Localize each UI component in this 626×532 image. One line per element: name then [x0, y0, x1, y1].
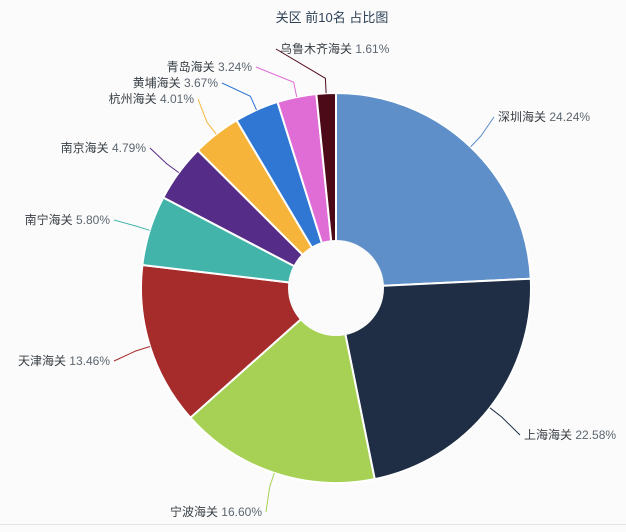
label-line-qingdao: [255, 66, 298, 98]
label-line-nanning: [113, 219, 150, 231]
panel-bottom-border: [0, 524, 626, 525]
slice-label-hangzhou: 杭州海关 4.01%: [109, 91, 195, 106]
slice-label-huangpu: 黄埔海关 3.67%: [133, 75, 219, 90]
label-line-ningbo: [265, 472, 275, 513]
slice-label-ningbo: 宁波海关 16.60%: [170, 504, 262, 519]
label-line-nanjing: [149, 147, 180, 174]
label-line-tianjin: [113, 346, 151, 362]
chart-title: 关区 前10名 占比图: [275, 10, 389, 25]
donut-hole: [288, 240, 384, 336]
label-line-shenzhen: [470, 116, 495, 148]
slice-label-shanghai: 上海海关 22.58%: [524, 427, 616, 442]
label-line-shanghai: [489, 407, 521, 436]
slice-label-tianjin: 天津海关 13.46%: [18, 353, 110, 368]
pie-slice-urumqi[interactable]: [315, 92, 337, 289]
label-line-huangpu: [221, 82, 257, 111]
pie-slice-shanghai[interactable]: [335, 277, 532, 481]
pie-slice-ningbo[interactable]: [189, 287, 376, 484]
slice-label-nanning: 南宁海关 5.80%: [25, 212, 111, 227]
pie-slice-tianjin[interactable]: [140, 264, 337, 419]
slice-label-shenzhen: 深圳海关 24.24%: [498, 109, 590, 124]
label-line-hangzhou: [197, 98, 217, 135]
slice-label-qingdao: 青岛海关 3.24%: [167, 59, 253, 74]
label-line-urumqi: [275, 48, 327, 94]
pie-slice-shenzhen[interactable]: [335, 92, 532, 289]
slice-label-urumqi: 乌鲁木齐海关 1.61%: [280, 41, 390, 56]
slice-label-nanjing: 南京海关 4.79%: [61, 140, 147, 155]
